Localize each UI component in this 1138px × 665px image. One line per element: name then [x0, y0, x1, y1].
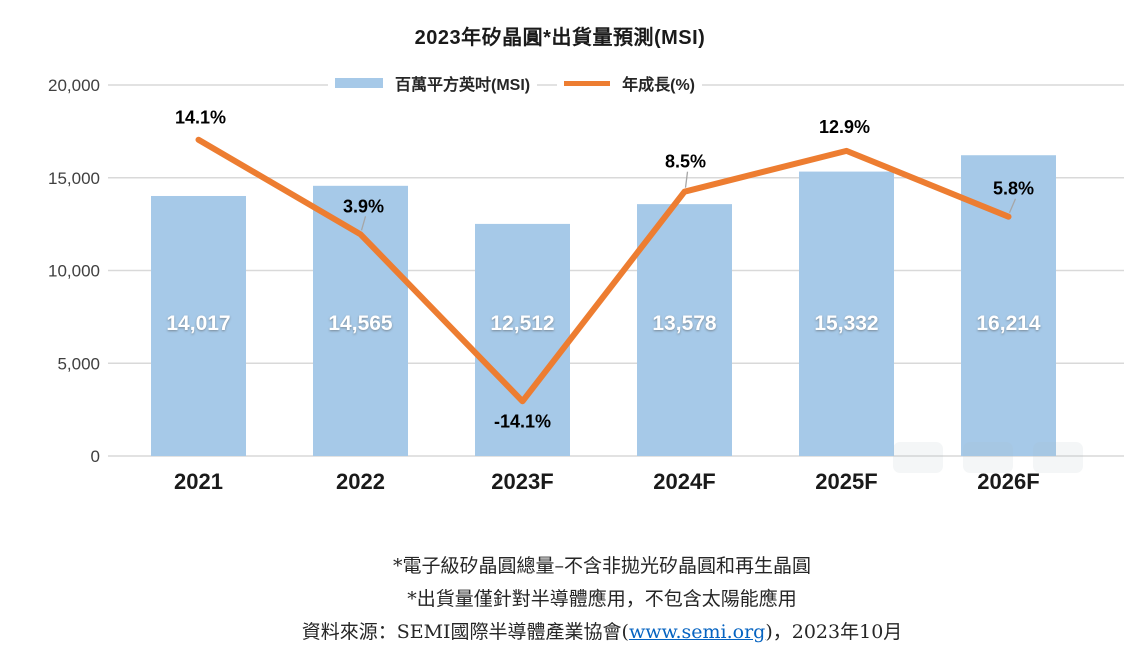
growth-line — [195, 136, 1012, 405]
bar-value-label: 14,017 — [166, 312, 230, 335]
line-series-swatch-icon — [564, 80, 611, 86]
x-category-label: 2021 — [174, 469, 223, 494]
bar-value-label: 12,512 — [490, 312, 554, 335]
x-category-label: 2023F — [491, 469, 553, 494]
growth-percent-label: -14.1% — [494, 411, 551, 431]
bar-series-swatch-icon — [335, 78, 383, 88]
legend-item-msi: 百萬平方英吋(MSI) — [328, 68, 538, 98]
bar — [475, 223, 570, 456]
chart-legend: 百萬平方英吋(MSI) 年成長(%) — [328, 68, 702, 98]
y-axis-tick-label: 15,000 — [48, 169, 100, 188]
legend-label-msi: 百萬平方英吋(MSI) — [395, 77, 531, 94]
y-axis-tick-label: 0 — [91, 447, 100, 466]
bar-value-label: 14,565 — [328, 312, 393, 335]
label-leader-line — [1008, 198, 1017, 213]
footnote-1: *電子級矽晶圓總量–不含非拋光矽晶圓和再生晶圓 — [392, 555, 811, 577]
chart-title: 2023年矽晶圓*出貨量預測(MSI) — [414, 27, 706, 49]
label-leader-line — [684, 171, 689, 188]
bar — [799, 171, 894, 456]
semi-org-link[interactable]: www.semi.org — [628, 621, 766, 643]
watermark-share-icon — [893, 442, 943, 473]
y-axis-tick-label: 20,000 — [48, 76, 100, 95]
y-axis-tick-label: 5,000 — [57, 354, 100, 373]
bar — [151, 195, 246, 456]
x-category-label: 2022 — [336, 469, 385, 494]
bar-value-label: 15,332 — [814, 312, 878, 335]
growth-percent-label: 14.1% — [175, 108, 226, 128]
x-category-label: 2025F — [815, 469, 877, 494]
growth-percent-label: 5.8% — [993, 179, 1034, 199]
growth-percent-label: 12.9% — [819, 117, 870, 137]
watermark-share-icon — [1033, 442, 1083, 473]
source-prefix: 資料來源：SEMI國際半導體產業協會( — [301, 621, 629, 643]
growth-percent-label: 8.5% — [665, 152, 706, 172]
chart-canvas: 0 5,000 10,000 15,000 20,000 14,017 14,565 12,5… — [48, 76, 1124, 494]
bar-value-label: 13,578 — [652, 312, 717, 335]
source-suffix: )，2023年10月 — [765, 621, 903, 643]
bar — [313, 185, 408, 456]
x-category-label: 2026F — [977, 469, 1039, 494]
x-category-label: 2024F — [653, 469, 715, 494]
y-axis-tick-label: 10,000 — [48, 262, 100, 281]
label-leader-line — [360, 216, 367, 231]
watermark-share-icon — [963, 442, 1013, 473]
bar — [637, 204, 732, 456]
bar-value-label: 16,214 — [976, 312, 1041, 335]
footnotes: *電子級矽晶圓總量–不含非拋光矽晶圓和再生晶圓 *出貨量僅針對半導體應用，不包含… — [66, 550, 1138, 649]
legend-item-growth: 年成長(%) — [557, 68, 702, 98]
source-line: 資料來源：SEMI國際半導體產業協會(www.semi.org)，2023年10… — [66, 616, 1138, 649]
footnote-2: *出貨量僅針對半導體應用，不包含太陽能應用 — [407, 588, 797, 610]
legend-label-growth: 年成長(%) — [622, 77, 695, 94]
growth-percent-label: 3.9% — [343, 196, 384, 216]
